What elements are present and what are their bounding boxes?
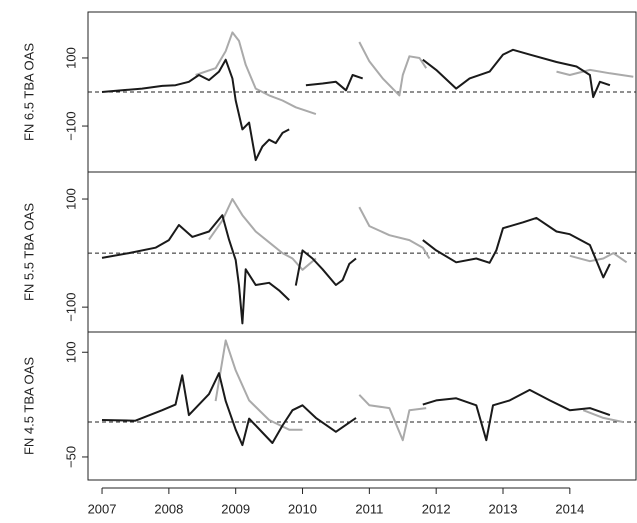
x-tick-label: 2012 [422, 501, 451, 516]
series-line [101, 214, 611, 325]
series-line [208, 198, 628, 271]
x-tick-label: 2009 [221, 501, 250, 516]
series-line [195, 31, 634, 116]
x-tick-label: 2008 [154, 501, 183, 516]
x-tick-label: 2007 [88, 501, 117, 516]
x-tick-label: 2014 [555, 501, 584, 516]
panel-frame [87, 171, 637, 333]
series-line [101, 48, 611, 162]
y-tick-label: −50 [63, 446, 78, 468]
x-tick-label: 2013 [489, 501, 518, 516]
y-axis-label: FN 4.5 TBA OAS [21, 357, 36, 455]
series-line [101, 372, 611, 447]
x-tick-label: 2010 [288, 501, 317, 516]
y-tick-label: −100 [63, 111, 78, 140]
series-line [214, 339, 624, 442]
y-tick-label: 100 [63, 341, 78, 363]
y-axis-label: FN 6.5 TBA OAS [21, 43, 36, 141]
y-tick-label: 100 [63, 47, 78, 69]
x-tick-label: 2011 [355, 501, 383, 516]
y-tick-label: 100 [63, 188, 78, 210]
y-tick-label: −100 [63, 292, 78, 321]
panel-frame [87, 331, 637, 481]
y-axis-label: FN 5.5 TBA OAS [21, 203, 36, 301]
